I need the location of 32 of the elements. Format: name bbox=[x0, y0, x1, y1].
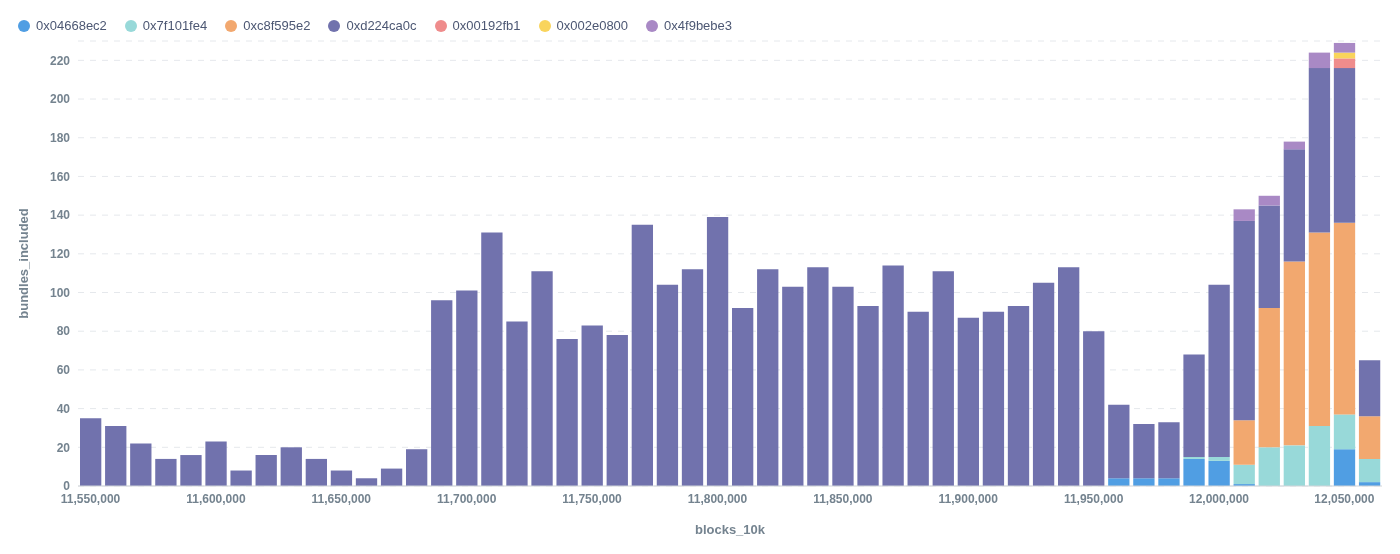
x-tick-label: 12,000,000 bbox=[1188, 491, 1250, 506]
y-tick-label: 80 bbox=[56, 324, 71, 339]
y-tick-label: 160 bbox=[49, 169, 71, 184]
y-tick-label: 0 bbox=[63, 479, 71, 494]
y-tick-label: 220 bbox=[49, 53, 71, 68]
x-tick-label: 11,850,000 bbox=[813, 491, 873, 506]
legend-label: 0x7f101fe4 bbox=[142, 18, 208, 33]
x-tick-label: 11,900,000 bbox=[938, 491, 999, 506]
x-tick-label: 12,050,000 bbox=[1314, 491, 1375, 506]
x-tick-label: 11,800,000 bbox=[687, 491, 748, 506]
legend-label: 0x04668ec2 bbox=[36, 18, 107, 33]
legend-label: 0xc8f595e2 bbox=[243, 18, 311, 33]
y-tick-label: 100 bbox=[49, 285, 71, 300]
y-tick-label: 140 bbox=[49, 208, 71, 223]
legend-label: 0x00192fb1 bbox=[452, 18, 521, 33]
x-tick-label: 11,700,000 bbox=[436, 491, 497, 506]
y-axis-title: bundles_included bbox=[15, 208, 31, 319]
y-tick-label: 60 bbox=[56, 363, 71, 378]
legend-label: 0xd224ca0c bbox=[346, 18, 417, 33]
x-tick-label: 11,550,000 bbox=[60, 491, 121, 506]
y-tick-label: 120 bbox=[49, 247, 71, 262]
x-tick-label: 11,600,000 bbox=[186, 491, 246, 506]
x-tick-label: 11,950,000 bbox=[1063, 491, 1124, 506]
legend-label: 0x4f9bebe3 bbox=[664, 18, 733, 33]
x-tick-label: 11,750,000 bbox=[562, 491, 623, 506]
x-axis-title: blocks_10k bbox=[694, 522, 766, 537]
y-tick-label: 180 bbox=[49, 131, 71, 145]
y-tick-label: 200 bbox=[49, 92, 71, 107]
y-tick-label: 20 bbox=[56, 440, 71, 455]
y-tick-label: 40 bbox=[56, 401, 71, 416]
x-tick-label: 11,650,000 bbox=[311, 491, 372, 506]
legend-label: 0x002e0800 bbox=[556, 18, 629, 33]
